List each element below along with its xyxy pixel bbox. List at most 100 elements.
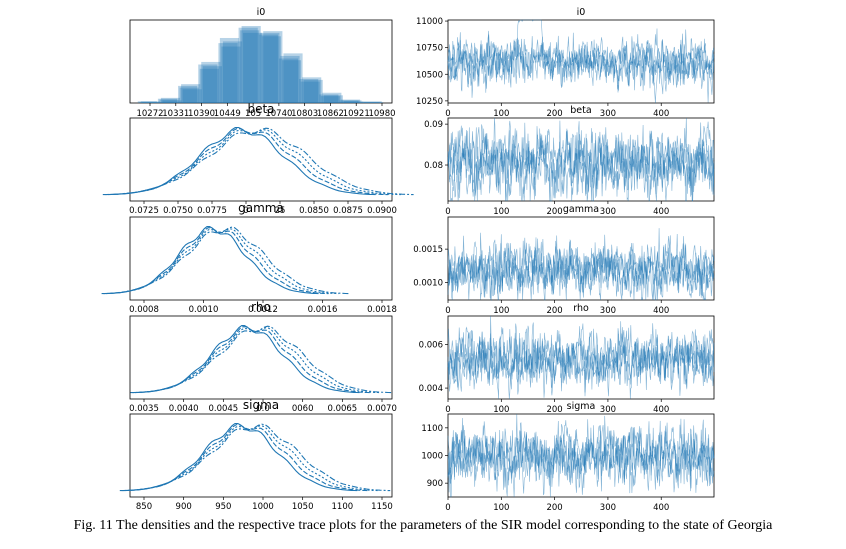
i0-histogram-bar <box>322 92 342 103</box>
i0-histogram-bar <box>202 66 222 103</box>
i0-density-title: i0 <box>257 7 266 18</box>
rho-density-tick-label: 0.0035 <box>129 404 159 414</box>
i0-histogram-bar <box>361 102 381 103</box>
i0-histogram-bar <box>362 101 382 103</box>
beta-density-tick-label: 0.0875 <box>333 206 363 216</box>
rho-density-tick-label: 0.0 <box>256 404 270 414</box>
i0-trace-xtick-label: 100 <box>493 109 509 119</box>
rho-density-tick-label: 0.0065 <box>327 404 357 414</box>
i0-trace-ytick-label: 10750 <box>416 44 443 54</box>
i0-histogram-bar <box>359 102 379 103</box>
sigma-density-tick-label: 1000 <box>252 502 274 512</box>
beta-trace-xtick-label: 0 <box>445 207 450 217</box>
sigma-trace-xtick-label: 100 <box>493 503 509 513</box>
gamma-trace-xtick-label: 300 <box>600 306 616 316</box>
gamma-density-title: gamma <box>238 201 284 215</box>
i0-histogram-bar <box>300 81 320 103</box>
gamma-density-frame <box>129 216 393 301</box>
i0-histogram-bar <box>178 85 198 103</box>
i0-histogram-bar <box>261 36 281 104</box>
figure-caption: Fig. 11 The densities and the respective… <box>73 518 773 533</box>
sigma-trace-title: sigma <box>567 401 596 412</box>
i0-histogram-bar <box>281 60 302 103</box>
beta-density-tick-label: 0.0775 <box>197 206 227 216</box>
rho-trace-ytick-label: 0.006 <box>419 340 443 350</box>
i0-histogram-bar <box>160 97 181 103</box>
i0-histogram-bar <box>241 26 261 103</box>
gamma-trace-xtick-label: 100 <box>493 306 509 316</box>
gamma-trace-xtick-label: 0 <box>445 306 450 316</box>
i0-histogram-bar <box>263 31 283 104</box>
i0-trace-ytick-label: 11000 <box>416 17 443 27</box>
i0-histogram-bar <box>323 95 343 103</box>
beta-density-chain-curve <box>102 127 414 196</box>
sigma-density-tick-label: 950 <box>215 502 231 512</box>
sigma-trace-ytick-label: 1000 <box>421 452 443 462</box>
i0-histogram-bar <box>140 101 160 103</box>
beta-density-frame <box>129 117 393 202</box>
beta-trace-title: beta <box>570 105 591 116</box>
i0-trace-chain-line <box>447 33 715 95</box>
beta-density-tick-label: 0.0900 <box>367 206 397 216</box>
rho-density-tick-label: 0060 <box>292 404 314 414</box>
rho-trace-chain-line <box>447 323 715 399</box>
i0-histogram-bar <box>182 89 202 103</box>
i0-trace-xtick-label: 0 <box>445 109 450 119</box>
sigma-density-chain-curve <box>119 423 391 492</box>
i0-histogram-bar <box>201 61 221 103</box>
i0-histogram-bar <box>238 27 258 103</box>
rho-density-tick-label: 0.0045 <box>208 404 238 414</box>
sigma-density-tick-label: 1050 <box>292 502 314 512</box>
i0-histogram-bar <box>364 102 384 103</box>
i0-histogram-bar <box>302 77 322 103</box>
rho-density-chain-curve <box>133 326 371 394</box>
i0-density-tick-label: 10740 <box>265 109 292 119</box>
i0-histogram-bar <box>159 99 179 103</box>
i0-trace-xtick-label: 200 <box>546 109 562 119</box>
i0-histogram-bar <box>319 94 339 103</box>
gamma-trace-ytick-label: 0.0010 <box>413 279 443 289</box>
i0-density-tick-label: 10390 <box>188 109 215 119</box>
rho-trace-xtick-label: 200 <box>546 405 562 415</box>
beta-density-tick-label: 0.0750 <box>163 206 193 216</box>
beta-trace-ytick-label: 0.08 <box>424 161 443 171</box>
sigma-density-chain-curve <box>121 425 380 492</box>
i0-histogram-bar <box>258 34 278 103</box>
i0-density-tick-label: 10862 <box>317 109 344 119</box>
rho-density-chain-curve <box>130 325 392 394</box>
sigma-density-chain-curve <box>124 422 358 492</box>
beta-density-title: beta <box>247 102 274 116</box>
gamma-trace-ytick-label: 0.0015 <box>413 245 443 255</box>
sigma-density-chain-curve <box>122 424 369 492</box>
i0-histogram-bar <box>179 87 199 103</box>
i0-histogram-bar <box>343 101 364 103</box>
rho-trace-title: rho <box>573 303 589 314</box>
i0-histogram-bar <box>139 102 159 103</box>
i0-histogram-bar <box>283 53 303 103</box>
beta-density-chain-curve <box>104 129 401 196</box>
i0-histogram-bar <box>278 58 299 103</box>
i0-histogram-bar <box>243 32 263 103</box>
beta-density-chain-curve <box>108 126 376 196</box>
sigma-trace-chain-line <box>447 419 715 498</box>
gamma-density-chain-curve <box>101 226 349 295</box>
i0-histogram-bar <box>221 46 241 103</box>
i0-histogram-bar <box>339 100 359 103</box>
i0-histogram-bar <box>142 102 162 103</box>
beta-trace-xtick-label: 200 <box>546 207 562 217</box>
i0-histogram-bar <box>299 79 319 103</box>
beta-density-tick-label: 25 <box>275 206 286 216</box>
sigma-density-frame <box>129 413 393 498</box>
i0-density-tick-label: 10331 <box>162 109 189 119</box>
rho-trace-xtick-label: 100 <box>493 405 509 415</box>
beta-trace-xtick-label: 100 <box>493 207 509 217</box>
i0-density-tick-label: 10449 <box>214 109 241 119</box>
rho-trace-xtick-label: 0 <box>445 405 450 415</box>
i0-trace-ytick-label: 10500 <box>416 70 443 80</box>
i0-histogram-bar <box>260 32 280 103</box>
i0-trace-xtick-label: 400 <box>653 109 669 119</box>
sigma-density-tick-label: 900 <box>176 502 192 512</box>
i0-histogram-bar <box>340 99 361 103</box>
i0-histogram-bar <box>303 79 323 103</box>
rho-trace-xtick-label: 400 <box>653 405 669 415</box>
